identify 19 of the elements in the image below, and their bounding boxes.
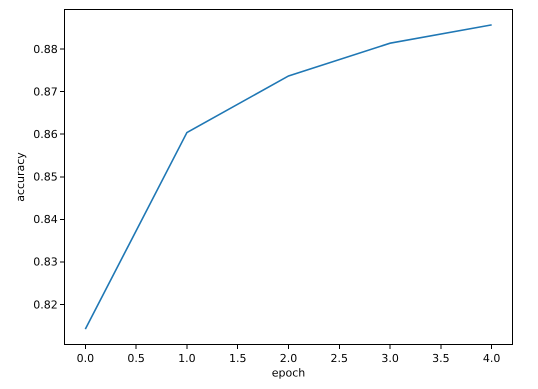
- x-tick-label: 1.0: [178, 352, 196, 366]
- y-tick-label: 0.86: [33, 128, 58, 142]
- x-tick-label: 1.5: [228, 352, 246, 366]
- y-tick-label: 0.82: [33, 298, 58, 312]
- x-tick-label: 3.5: [432, 352, 450, 366]
- x-tick-label: 2.5: [330, 352, 348, 366]
- y-tick-label: 0.87: [33, 86, 58, 99]
- x-axis-title: epoch: [272, 366, 306, 380]
- y-tick-label: 0.83: [33, 256, 58, 269]
- x-tick-label: 4.0: [482, 352, 500, 366]
- x-tick-label: 2.0: [280, 352, 298, 366]
- x-tick-label: 0.0: [76, 352, 94, 366]
- y-tick-label: 0.85: [33, 170, 58, 184]
- y-tick-label: 0.88: [33, 42, 58, 56]
- y-tick-label: 0.84: [33, 213, 58, 226]
- y-axis-title: accuracy: [14, 152, 27, 202]
- x-tick-label: 0.5: [127, 352, 145, 366]
- x-tick-label: 3.0: [381, 352, 399, 366]
- line-series: [84, 24, 492, 330]
